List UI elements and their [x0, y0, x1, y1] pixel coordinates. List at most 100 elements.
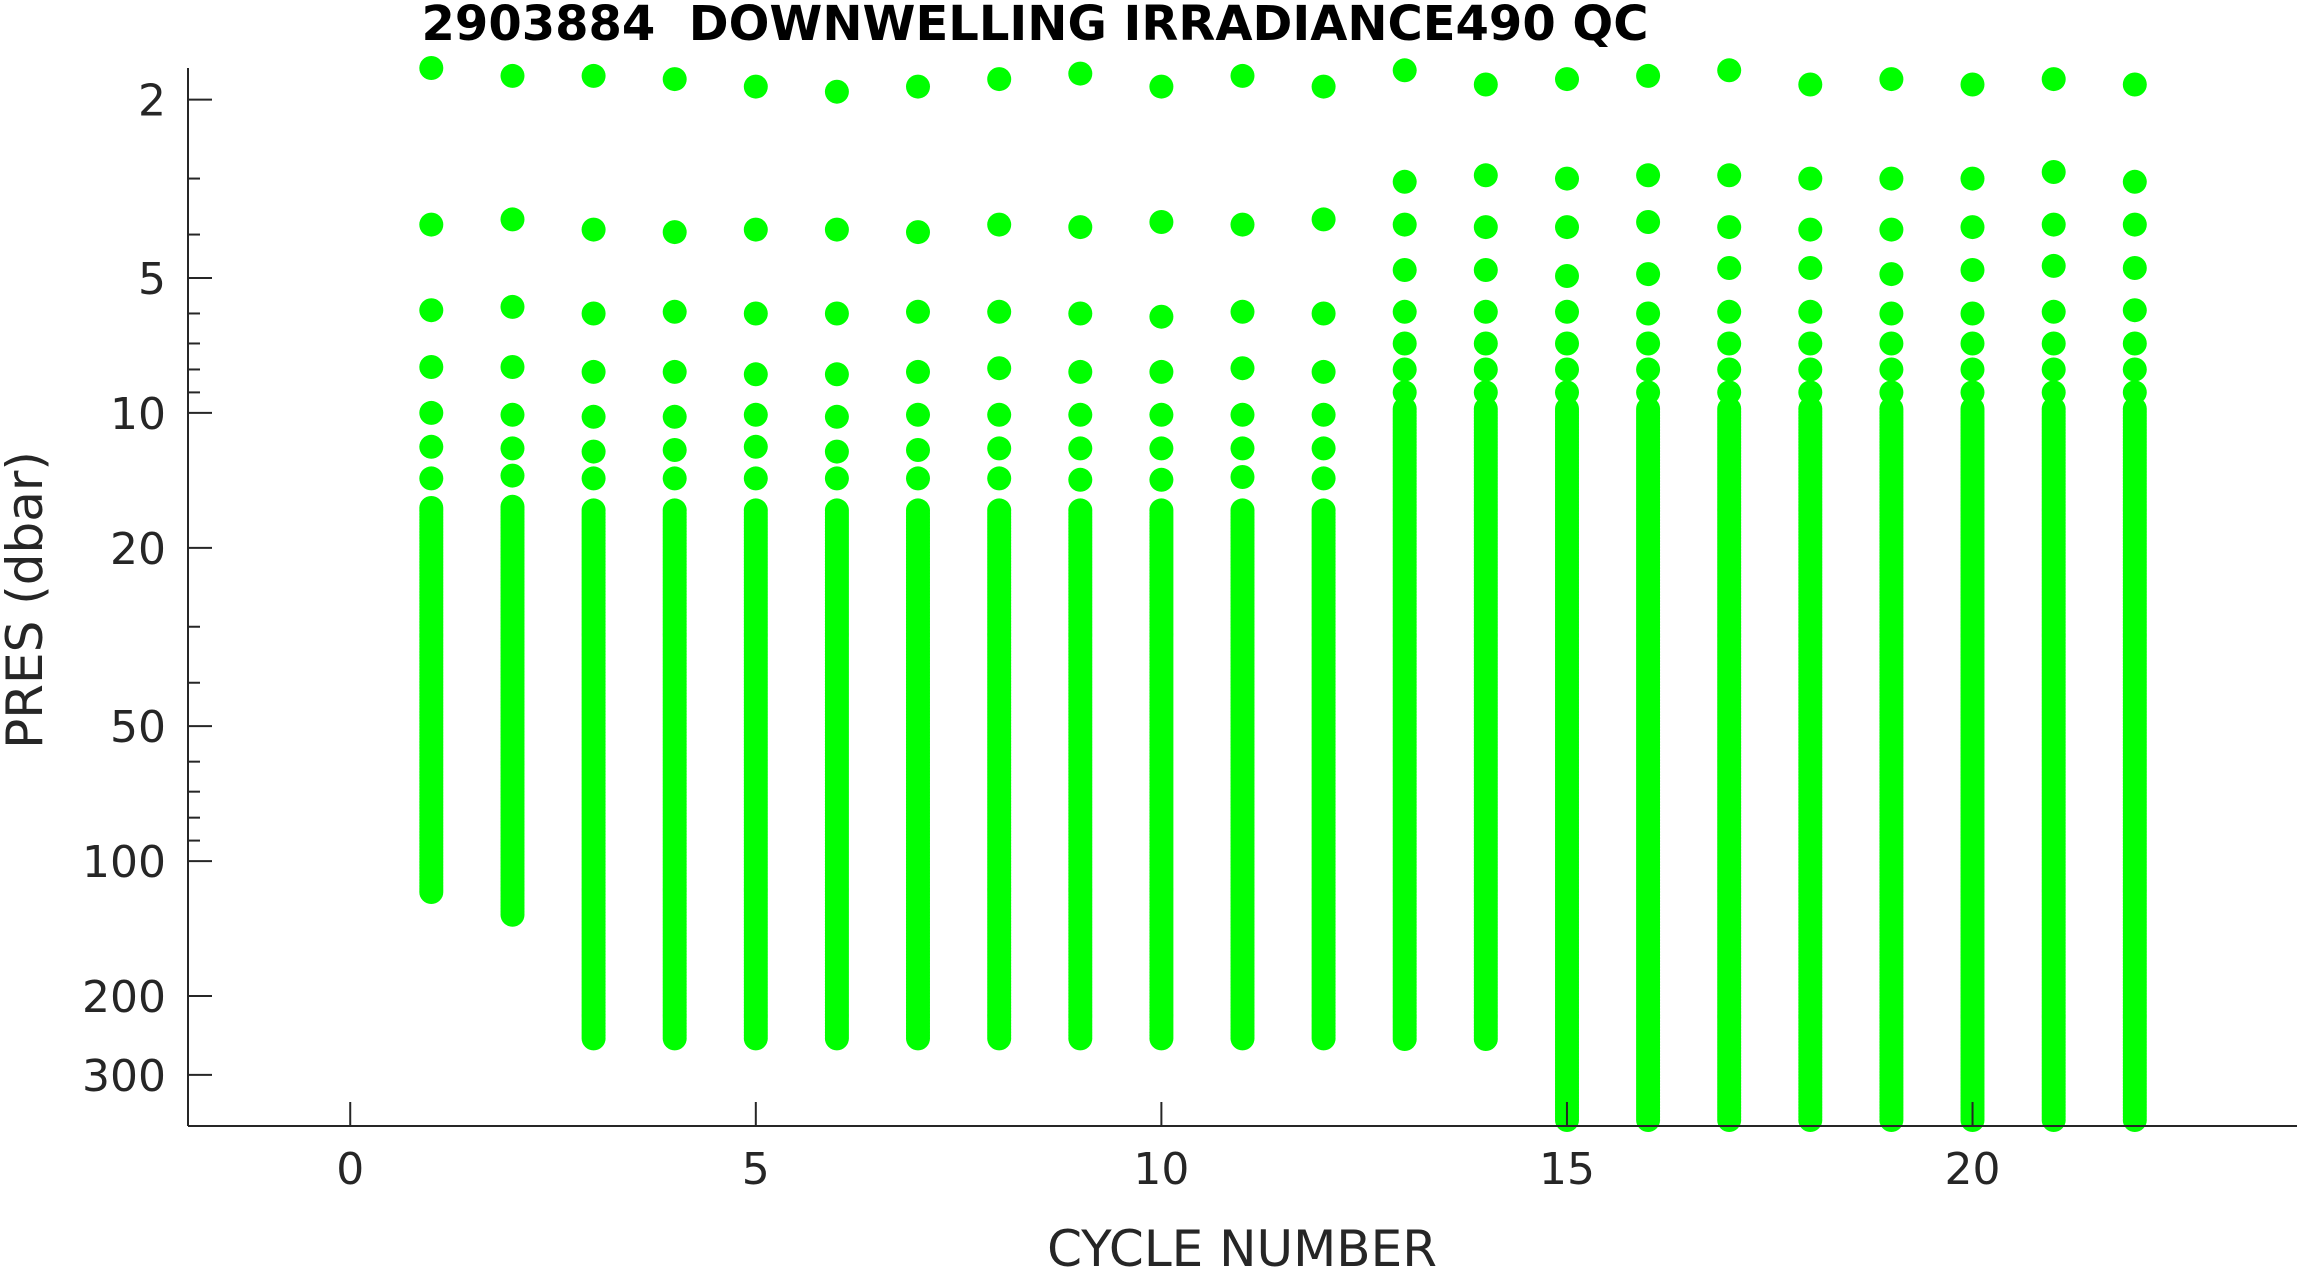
- x-tick-label: 0: [336, 1144, 364, 1195]
- data-point: [1230, 402, 1255, 427]
- data-point: [1068, 61, 1093, 86]
- x-tick-label: 5: [742, 1144, 770, 1195]
- data-point: [1717, 299, 1742, 324]
- data-point: [1636, 301, 1661, 326]
- data-point: [906, 220, 930, 245]
- y-tick-label: 50: [110, 702, 166, 753]
- profile-cycle-14: [1473, 72, 1498, 1051]
- data-point: [662, 466, 687, 491]
- data-point: [1068, 359, 1093, 384]
- data-point: [1555, 331, 1579, 356]
- data-point: [743, 466, 768, 491]
- data-point: [906, 359, 930, 384]
- profile-cycle-22: [2122, 72, 2147, 1132]
- data-point: [662, 220, 687, 245]
- data-point: [1798, 256, 1823, 280]
- data-point: [419, 466, 444, 491]
- data-point: [2122, 1108, 2147, 1132]
- data-point: [581, 1026, 606, 1051]
- profile-cycle-16: [1636, 63, 1661, 1132]
- data-point: [1149, 467, 1174, 492]
- data-point: [500, 436, 525, 461]
- data-point: [662, 359, 687, 384]
- data-point: [581, 63, 606, 88]
- data-point: [1555, 299, 1579, 324]
- data-point: [2041, 67, 2066, 92]
- data-point: [1392, 212, 1417, 237]
- data-point: [2041, 357, 2066, 382]
- data-point: [1311, 74, 1336, 99]
- data-point: [1230, 465, 1255, 489]
- data-point: [1230, 212, 1255, 237]
- data-point: [581, 466, 606, 491]
- data-point: [500, 294, 525, 319]
- data-point: [2122, 169, 2147, 194]
- data-point: [1636, 380, 1661, 405]
- data-point: [743, 434, 768, 459]
- data-point: [1879, 262, 1904, 287]
- data-point: [2041, 253, 2066, 278]
- data-point: [1230, 63, 1255, 88]
- data-point: [1960, 357, 1985, 382]
- y-tick-label: 300: [82, 1051, 166, 1102]
- data-point: [1717, 357, 1742, 382]
- y-axis-label: PRES (dbar): [0, 451, 54, 749]
- data-point: [1149, 210, 1174, 234]
- data-point: [1230, 1026, 1255, 1051]
- data-point: [743, 301, 768, 326]
- data-point: [662, 438, 687, 462]
- data-point: [1149, 1026, 1174, 1051]
- data-point: [1392, 357, 1417, 382]
- data-point: [743, 402, 768, 427]
- data-point: [2122, 331, 2147, 356]
- data-point: [1555, 215, 1579, 240]
- y-tick-label: 200: [82, 972, 166, 1023]
- y-tick-label: 5: [138, 254, 166, 305]
- data-point: [581, 404, 606, 429]
- x-tick-label: 15: [1539, 1144, 1595, 1195]
- data-point: [500, 402, 525, 427]
- data-point: [1717, 58, 1742, 83]
- data-point: [1555, 357, 1579, 382]
- data-point: [419, 212, 444, 237]
- data-point: [1798, 380, 1823, 405]
- data-point: [1798, 357, 1823, 382]
- profile-cycle-18: [1798, 72, 1823, 1132]
- y-tick-label: 10: [110, 389, 166, 440]
- data-point: [1555, 264, 1579, 288]
- profile-cycle-15: [1555, 67, 1579, 1132]
- data-point: [987, 1026, 1012, 1051]
- data-point: [1230, 356, 1255, 381]
- profile-cycle-7: [906, 74, 930, 1051]
- data-point: [2041, 1108, 2066, 1132]
- data-point: [1717, 163, 1742, 188]
- data-point: [824, 362, 849, 387]
- data-point: [1473, 163, 1498, 188]
- data-point: [1068, 215, 1093, 240]
- data-point: [1960, 72, 1985, 97]
- data-point: [1149, 74, 1174, 99]
- data-point: [1068, 402, 1093, 427]
- data-point: [906, 74, 930, 99]
- data-point: [1879, 331, 1904, 356]
- data-point: [662, 299, 687, 324]
- data-point: [1068, 467, 1093, 492]
- data-point: [1392, 380, 1417, 405]
- x-axis-label: CYCLE NUMBER: [1047, 1220, 1437, 1269]
- data-point: [1311, 301, 1336, 326]
- data-point: [1149, 359, 1174, 384]
- data-point: [824, 79, 849, 104]
- data-point: [1392, 58, 1417, 83]
- data-point: [1798, 299, 1823, 324]
- data-point: [1392, 1027, 1417, 1051]
- data-point: [824, 404, 849, 429]
- profile-cycle-12: [1311, 74, 1336, 1051]
- data-point: [987, 436, 1012, 461]
- data-point: [824, 466, 849, 491]
- data-point: [581, 301, 606, 326]
- data-point: [1555, 166, 1579, 191]
- data-point: [1960, 258, 1985, 282]
- data-point: [743, 74, 768, 99]
- data-point: [419, 56, 444, 80]
